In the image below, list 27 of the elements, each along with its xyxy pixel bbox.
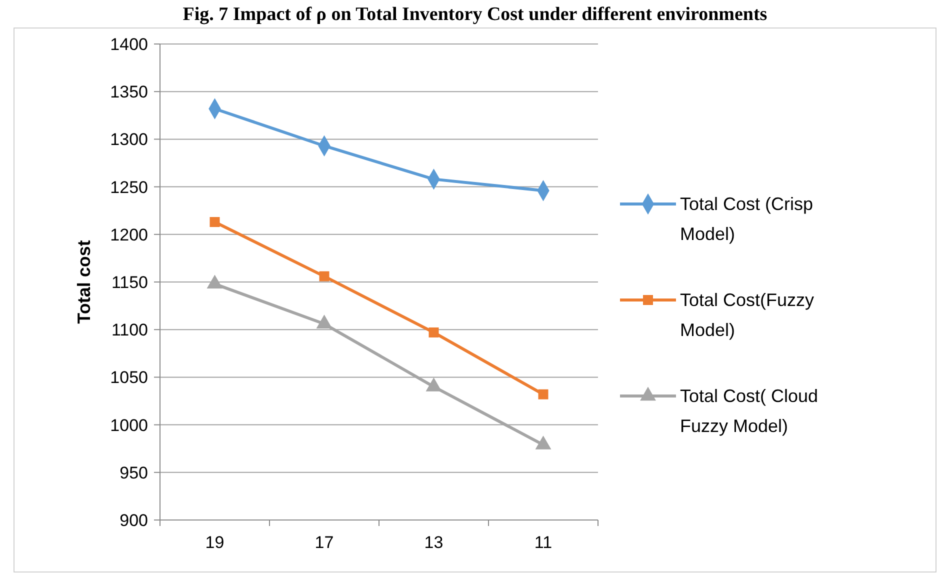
x-tick-label: 17 <box>314 533 334 552</box>
y-axis-title: Total cost <box>74 240 94 324</box>
y-tick-label: 1300 <box>110 130 148 150</box>
y-tick-label: 1200 <box>110 225 148 244</box>
y-tick-label: 900 <box>120 510 148 530</box>
point <box>316 314 332 328</box>
y-tick-label: 1250 <box>110 178 148 197</box>
y-tick-label: 1400 <box>110 34 148 54</box>
y-tick-label: 1150 <box>111 272 148 292</box>
point <box>426 378 442 392</box>
point <box>535 436 552 450</box>
y-tick-label: 1100 <box>111 320 148 340</box>
point <box>210 217 220 228</box>
legend-label: Total Cost( Cloud Fuzzy Model) <box>680 386 818 436</box>
y-tick-label: 1350 <box>110 82 148 102</box>
x-tick-label: 13 <box>424 533 444 552</box>
point <box>206 274 223 289</box>
y-tick-label: 1050 <box>110 368 148 388</box>
x-tick-label: 11 <box>534 533 552 552</box>
y-tick-label: 1000 <box>110 416 148 435</box>
legend-label: Total Cost (Crisp Model) <box>680 194 814 244</box>
x-tick-label: 19 <box>205 533 224 552</box>
point <box>319 271 330 282</box>
y-tick-label: 950 <box>120 463 148 482</box>
legend-label: Total Cost(Fuzzy Model) <box>680 290 814 340</box>
point <box>428 327 439 338</box>
chart-title: Fig. 7 Impact of ρ on Total Inventory Cost under different environments <box>182 4 768 25</box>
